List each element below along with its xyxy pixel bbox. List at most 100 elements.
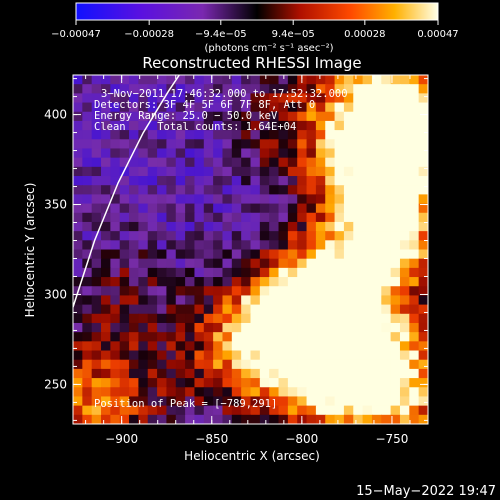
heatmap-cell	[241, 322, 252, 333]
heatmap-cell	[185, 194, 196, 205]
heatmap-cell	[185, 304, 196, 315]
heatmap-cell	[306, 387, 317, 398]
heatmap-cell	[399, 286, 410, 297]
heatmap-cell	[110, 313, 121, 324]
heatmap-cell	[353, 166, 364, 177]
heatmap-cell	[157, 286, 168, 297]
heatmap-cell	[231, 396, 242, 407]
heatmap-cell	[325, 240, 336, 251]
heatmap-cell	[194, 396, 205, 407]
heatmap-cell	[269, 111, 280, 122]
heatmap-cell	[297, 102, 308, 113]
heatmap-cell	[129, 93, 139, 104]
heatmap-cell	[213, 203, 224, 214]
heatmap-cell	[325, 350, 336, 361]
heatmap-cell	[334, 267, 345, 278]
heatmap-cell	[250, 341, 261, 352]
heatmap-cell	[409, 258, 420, 269]
heatmap-cell	[73, 249, 83, 260]
heatmap-cell	[129, 277, 139, 287]
heatmap-cell	[325, 221, 336, 232]
heatmap-cell	[101, 185, 111, 195]
heatmap-cell	[278, 212, 289, 223]
heatmap-cell	[222, 231, 233, 241]
heatmap-cell	[110, 414, 121, 424]
heatmap-cell	[250, 84, 261, 94]
heatmap-cell	[306, 176, 317, 186]
heatmap-cell	[185, 130, 196, 140]
heatmap-cell	[203, 130, 214, 140]
heatmap-cell	[129, 194, 139, 205]
heatmap-cell	[157, 267, 168, 278]
heatmap-cell	[241, 295, 252, 306]
heatmap-cell	[278, 111, 289, 122]
heatmap-cell	[157, 84, 168, 94]
heatmap-cell	[409, 350, 420, 361]
heatmap-cell	[306, 313, 317, 324]
heatmap-cell	[222, 341, 233, 352]
heatmap-cell	[203, 93, 214, 104]
heatmap-cell	[101, 231, 111, 241]
heatmap-cell	[325, 313, 336, 324]
heatmap-cell	[73, 148, 83, 159]
heatmap-cell	[73, 176, 83, 186]
heatmap-cell	[418, 75, 428, 85]
heatmap-cell	[91, 157, 102, 168]
heatmap-cell	[418, 405, 428, 416]
heatmap-cell	[334, 93, 345, 104]
heatmap-cell	[259, 102, 270, 113]
heatmap-cell	[278, 258, 289, 269]
heatmap-cell	[175, 130, 186, 140]
heatmap-cell	[241, 212, 252, 223]
heatmap-cell	[334, 387, 345, 398]
heatmap-cell	[287, 111, 298, 122]
heatmap-cell	[166, 267, 177, 278]
heatmap-cell	[194, 378, 205, 388]
heatmap-cell	[390, 322, 401, 333]
heatmap-cell	[381, 405, 392, 416]
heatmap-cell	[353, 185, 364, 195]
heatmap-cell	[250, 185, 261, 195]
heatmap-cell	[213, 130, 224, 140]
heatmap-cell	[315, 277, 326, 287]
heatmap-cell	[138, 304, 149, 315]
heatmap-cell	[194, 359, 205, 370]
heatmap-cell	[297, 405, 308, 416]
heatmap-cell	[91, 166, 102, 177]
heatmap-cell	[371, 203, 382, 214]
heatmap-cell	[203, 221, 214, 232]
heatmap-cell	[371, 350, 382, 361]
heatmap-cell	[213, 84, 224, 94]
heatmap-cell	[390, 102, 401, 113]
heatmap-cell	[325, 396, 336, 407]
heatmap-cell	[334, 405, 345, 416]
heatmap-cell	[222, 313, 233, 324]
heatmap-cell	[343, 414, 354, 424]
heatmap-cell	[157, 102, 168, 113]
heatmap-cell	[203, 203, 214, 214]
heatmap-cell	[250, 111, 261, 122]
heatmap-cell	[269, 359, 280, 370]
heatmap-cell	[287, 378, 298, 388]
heatmap-cell	[175, 176, 186, 186]
heatmap-cell	[241, 93, 252, 104]
heatmap-cell	[194, 350, 205, 361]
heatmap-cell	[250, 332, 261, 342]
heatmap-cell	[129, 231, 139, 241]
heatmap-cell	[110, 130, 121, 140]
heatmap-cell	[259, 313, 270, 324]
heatmap-cell	[175, 378, 186, 388]
heatmap-cell	[213, 166, 224, 177]
heatmap-cell	[129, 341, 139, 352]
heatmap-cell	[203, 157, 214, 168]
heatmap-cell	[306, 212, 317, 223]
heatmap-cell	[203, 387, 214, 398]
heatmap-cell	[409, 322, 420, 333]
heatmap-cell	[213, 368, 224, 379]
heatmap-cell	[362, 203, 373, 214]
heatmap-cell	[250, 378, 261, 388]
heatmap-cell	[82, 148, 93, 159]
heatmap-cell	[297, 120, 308, 131]
heatmap-cell	[101, 240, 111, 251]
